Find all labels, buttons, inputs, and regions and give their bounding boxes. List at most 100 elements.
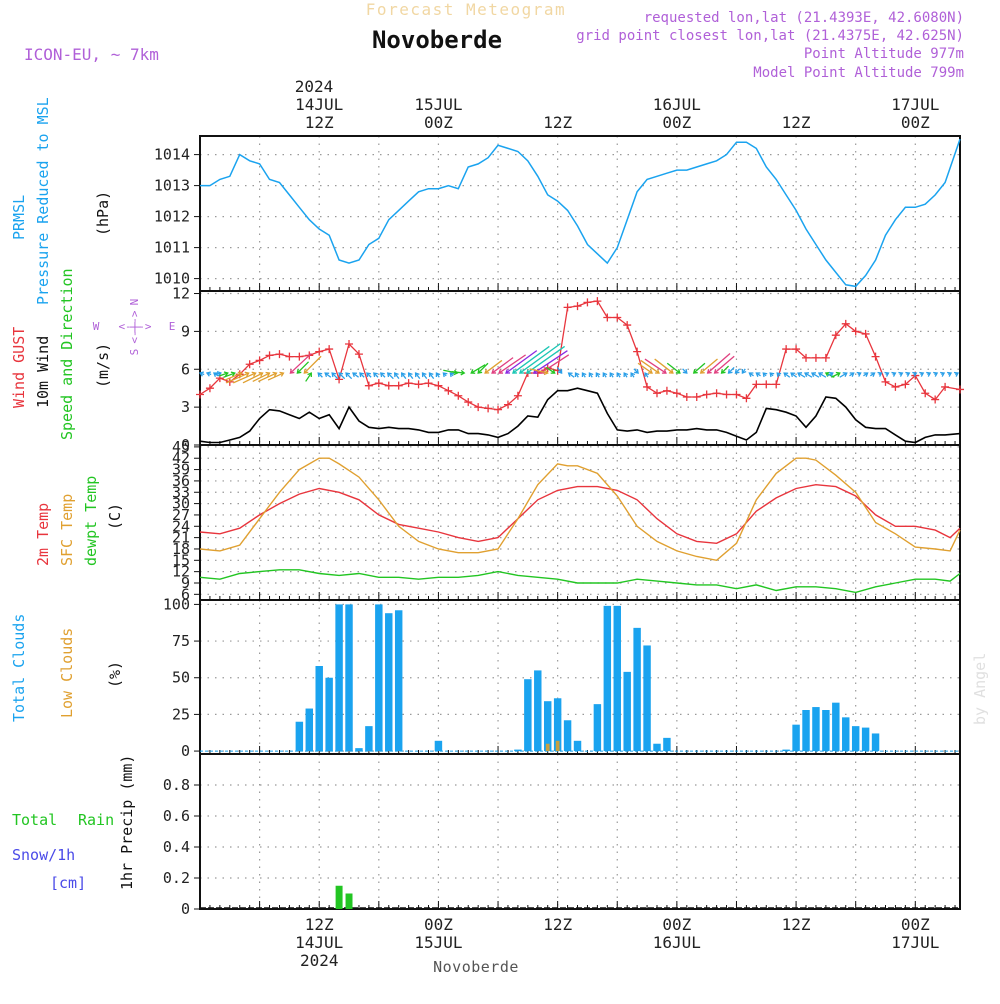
wind-arrowhead: [898, 371, 904, 377]
gust-marker: [464, 398, 473, 407]
precip-labels: Total Rain Snow/1h [cm] 1hr Precip (mm): [12, 755, 136, 892]
y-tick-label: 27: [172, 506, 190, 524]
wind-arrowhead: [449, 372, 455, 378]
wind-arrowhead: [863, 372, 869, 378]
total-cloud-bar: [335, 604, 343, 752]
wind-arrow: [484, 359, 503, 374]
bottom-hour-label: 12Z: [305, 915, 334, 934]
wind-arrow: [242, 372, 263, 384]
total-cloud-bar: [792, 724, 800, 752]
top-hour-label: 00Z: [424, 113, 453, 132]
wind-arrowhead: [352, 372, 358, 378]
y-tick-label: 0.4: [163, 838, 190, 856]
wind-arrow: [352, 372, 359, 378]
gust-marker: [315, 347, 324, 356]
wind-arrow: [470, 364, 486, 374]
wind-arrowhead: [505, 369, 511, 374]
y-tick-label: 9: [181, 574, 190, 592]
bottom-date-label: 15JUL: [414, 933, 462, 952]
total-cloud-bar: [394, 610, 403, 752]
wind-arrowhead: [296, 368, 302, 374]
dewpt-temp-line: [199, 569, 961, 594]
total-cloud-bar: [434, 740, 443, 752]
wind-arrow: [338, 372, 346, 380]
gust-marker: [434, 381, 443, 390]
gust-marker: [821, 353, 830, 362]
wind-arrowhead: [706, 369, 712, 374]
wind-arrowhead: [359, 372, 364, 378]
gust-marker: [643, 382, 652, 391]
y-tick-label: 30: [172, 495, 190, 513]
y-tick-label: 1010: [154, 270, 190, 288]
wind-arrow: [533, 350, 568, 374]
wind-arrow: [305, 372, 312, 382]
compass-horizontal-arrow: <-|->: [118, 320, 151, 333]
wind-arrowhead: [414, 372, 420, 378]
gust-marker: [871, 352, 880, 361]
wind-arrowhead: [373, 372, 378, 378]
gust-marker: [593, 297, 602, 306]
gust-marker: [354, 350, 363, 359]
bottom-date-label: 16JUL: [653, 933, 701, 952]
gust-marker: [255, 356, 264, 365]
y-tick-label: 3: [181, 398, 190, 416]
wind-arrowhead: [783, 372, 789, 378]
cloud-labels: Total Clouds Low Clouds (%): [10, 614, 124, 722]
y-tick-label: 15: [172, 551, 190, 569]
wind-arrowhead: [512, 369, 517, 374]
total-cloud-bar: [802, 710, 810, 752]
gust-marker: [931, 395, 940, 404]
gust-marker: [851, 327, 860, 336]
wind-arrow: [804, 372, 813, 378]
gust-marker: [285, 352, 294, 361]
wind-arrowhead: [720, 368, 726, 374]
wind-arrowhead: [491, 369, 497, 374]
wind-arrow: [556, 367, 563, 374]
total-label: Total: [12, 811, 57, 829]
footer-station: Novoberde: [433, 958, 519, 976]
wind-arrow: [477, 362, 489, 374]
wind-arrowhead: [630, 372, 636, 378]
gust-marker: [513, 391, 522, 400]
wind-arrow: [491, 357, 514, 374]
gust-marker: [831, 331, 840, 340]
y-tick-label: 12: [172, 285, 190, 303]
wind-arrow: [331, 372, 339, 380]
wind-arrowhead: [421, 372, 427, 378]
wind-arrowhead: [748, 372, 754, 378]
gust-marker: [394, 381, 403, 390]
station-title: Novoberde: [372, 26, 502, 54]
y-tick-label: 12: [172, 563, 190, 581]
gust-marker: [762, 380, 771, 389]
total-cloud-bar: [514, 749, 522, 752]
bottom-hour-label: 12Z: [543, 915, 572, 934]
wind-arrowhead: [870, 372, 876, 378]
wind-arrowhead: [216, 371, 222, 377]
total-cloud-bar: [563, 720, 572, 752]
sfc-temp-line: [199, 457, 961, 562]
wind-arrowhead: [675, 369, 681, 374]
y-tick-label: 39: [172, 461, 190, 479]
panel-frame: [199, 290, 961, 446]
wind-arrow: [797, 372, 806, 378]
wind-speed-line: [199, 387, 961, 444]
wind-arrowhead: [460, 369, 466, 376]
wind-arrowhead: [518, 369, 524, 374]
gust-marker: [295, 352, 304, 361]
wind-arrowhead: [303, 368, 309, 374]
wind-arrowhead: [762, 372, 768, 378]
wind-arrow: [267, 372, 284, 381]
gust-line: [199, 300, 961, 411]
wind-arrowhead: [699, 369, 705, 374]
gust-marker: [941, 382, 950, 391]
wind-arrowhead: [905, 371, 911, 377]
requested-coords: requested lon,lat (21.4393E, 42.6080N): [644, 10, 964, 26]
wind-arrowhead: [230, 371, 236, 377]
wind-arrowhead: [616, 372, 622, 378]
bottom-date-label: 14JUL: [295, 933, 343, 952]
gust-marker: [841, 319, 850, 328]
total-cloud-bar: [375, 604, 383, 752]
gust-marker: [662, 386, 671, 395]
snow-label: Snow/1h: [12, 846, 75, 864]
wind-arrowhead: [668, 369, 674, 374]
